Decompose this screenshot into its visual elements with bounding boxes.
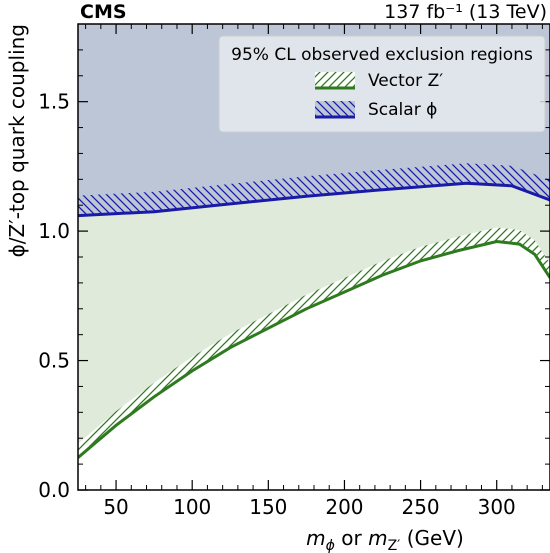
- vector-limit-line: [78, 239, 550, 459]
- y-tick-label: 0.0: [38, 478, 70, 502]
- luminosity-label: 137 fb⁻¹ (13 TeV): [384, 1, 547, 23]
- scalar-hatch-band: [78, 163, 550, 216]
- x-tick-label: 300: [478, 495, 516, 519]
- vector-exclusion-region: [78, 183, 550, 458]
- legend-box: [218, 35, 546, 133]
- experiment-label: CMS: [80, 1, 127, 23]
- legend-entry-scalar: Scalar ϕ: [368, 100, 437, 120]
- x-axis-ticks: 50 100 150 200 250 300: [85, 24, 543, 519]
- x-tick-label: 100: [173, 495, 211, 519]
- y-tick-label: 1.0: [38, 219, 70, 243]
- x-tick-label: 250: [401, 495, 439, 519]
- x-tick-label: 200: [325, 495, 363, 519]
- legend-title: 95% CL observed exclusion regions: [231, 45, 533, 65]
- y-axis-label: ϕ/Z′-top quark coupling: [5, 24, 29, 257]
- x-axis-label: mϕ or mZ′ (GeV): [306, 526, 464, 553]
- y-tick-label: 1.5: [38, 90, 70, 114]
- x-tick-label: 150: [249, 495, 287, 519]
- x-tick-label: 50: [103, 495, 128, 519]
- y-tick-label: 0.5: [38, 349, 70, 373]
- scalar-limit-line: [78, 181, 550, 218]
- legend-swatch-vector: [315, 72, 355, 88]
- y-axis-ticks: 0.0 0.5 1.0 1.5: [38, 49, 550, 502]
- legend: 95% CL observed exclusion regions Vector…: [218, 35, 546, 133]
- legend-swatch-scalar: [315, 101, 355, 117]
- legend-entry-vector: Vector Z′: [368, 71, 443, 91]
